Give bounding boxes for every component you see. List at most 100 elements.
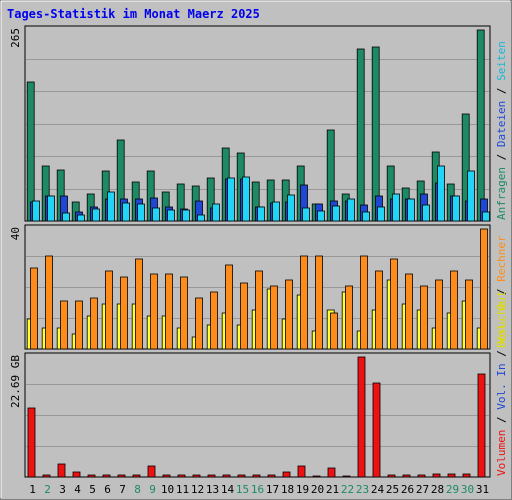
day-label-27: 27 [416, 483, 429, 496]
legend-entry: Vol. Out [495, 291, 508, 344]
bar-seiten-day-16 [257, 206, 265, 222]
day-label-7: 7 [119, 483, 126, 496]
bar-rechner-day-2 [45, 255, 53, 350]
legend-entry: / [495, 147, 508, 167]
scale-label-bottom: 22.69 GB [9, 355, 22, 408]
day-axis-labels: 1 2 3 4 5 6 7 8 9 10 11 12 13 14 15 16 17 18 19 20 21 22 23 24 2… [29, 483, 489, 496]
day-label-22: 22 [341, 483, 354, 496]
bar-volumen-day-28 [432, 473, 441, 478]
legend-entry: Dateien [495, 101, 508, 147]
bar-rechner-day-9 [150, 273, 158, 350]
bar-rechner-day-31 [480, 228, 488, 350]
legend-entry: / [495, 344, 508, 364]
bar-volumen-day-22 [342, 475, 351, 478]
bar-rechner-day-1 [30, 267, 38, 350]
day-label-8: 8 [134, 483, 141, 496]
bar-volumen-day-4 [72, 471, 81, 478]
bar-seiten-day-13 [212, 203, 220, 222]
bar-volumen-day-18 [282, 471, 291, 478]
legend-entry: Vol. In [495, 363, 508, 409]
panel-besuche-rechner [24, 224, 491, 350]
day-label-15: 15 [236, 483, 249, 496]
scale-label-middle: 40 [9, 227, 22, 240]
bar-volumen-day-8 [132, 474, 141, 478]
bar-seiten-day-26 [407, 198, 415, 222]
bar-seiten-day-27 [422, 204, 430, 222]
bar-seiten-day-6 [107, 191, 115, 222]
bar-volumen-day-17 [267, 474, 276, 478]
bar-seiten-day-15 [242, 176, 250, 222]
bar-volumen-day-7 [117, 474, 126, 478]
bar-volumen-day-13 [207, 474, 216, 478]
bar-volumen-day-9 [147, 465, 156, 478]
bar-volumen-day-24 [372, 382, 381, 478]
bar-rechner-day-8 [135, 258, 143, 350]
legend-top: Anfragen / Dateien / Seiten [495, 41, 508, 220]
bar-volumen-day-25 [387, 474, 396, 478]
bar-anfragen-day-24 [371, 46, 380, 222]
bar-volumen-day-21 [327, 467, 336, 478]
bar-seiten-day-17 [272, 201, 280, 222]
bar-rechner-day-30 [465, 279, 473, 350]
legend-entry: Seiten [495, 41, 508, 81]
bar-volumen-day-1 [27, 407, 36, 478]
bar-rechner-day-22 [345, 285, 353, 350]
day-label-14: 14 [221, 483, 235, 496]
bar-rechner-day-29 [450, 270, 458, 350]
bar-seiten-day-5 [92, 208, 100, 222]
bar-volumen-day-31 [477, 373, 486, 478]
day-label-18: 18 [281, 483, 294, 496]
bar-volumen-day-3 [57, 463, 66, 478]
bar-rechner-day-21 [330, 312, 338, 350]
legend-entry: / [495, 282, 508, 302]
bar-volumen-day-15 [237, 474, 246, 478]
day-label-26: 26 [401, 483, 414, 496]
bar-volumen-day-10 [162, 474, 171, 478]
day-label-19: 19 [296, 483, 309, 496]
bar-seiten-day-30 [467, 170, 475, 222]
bar-rechner-day-15 [240, 282, 248, 350]
bar-volumen-day-14 [222, 474, 231, 478]
bar-seiten-day-28 [437, 165, 445, 222]
bar-seiten-day-1 [32, 200, 40, 222]
day-label-29: 29 [446, 483, 459, 496]
bar-seiten-day-29 [452, 195, 460, 222]
bar-anfragen-day-31 [476, 29, 485, 222]
day-label-30: 30 [461, 483, 474, 496]
bar-seiten-day-2 [47, 195, 55, 222]
bar-rechner-day-6 [105, 270, 113, 350]
day-label-10: 10 [161, 483, 174, 496]
bar-seiten-day-22 [347, 198, 355, 222]
bar-seiten-day-4 [77, 214, 85, 222]
bar-anfragen-day-1 [26, 81, 35, 222]
panel-anfragen-dateien-seiten [24, 25, 491, 222]
day-label-11: 11 [176, 483, 189, 496]
bar-rechner-day-25 [390, 258, 398, 350]
bar-volumen-day-6 [102, 474, 111, 478]
bar-volumen-day-12 [192, 474, 201, 478]
bar-rechner-day-3 [60, 300, 68, 350]
bar-seiten-day-3 [62, 212, 70, 222]
day-label-28: 28 [431, 483, 444, 496]
bar-seiten-day-7 [122, 202, 130, 222]
bar-seiten-day-8 [137, 203, 145, 222]
bar-rechner-day-13 [210, 291, 218, 350]
bar-volumen-day-30 [462, 473, 471, 478]
legend-entry: Anfragen [495, 167, 508, 220]
day-label-21: 21 [326, 483, 339, 496]
bar-rechner-day-24 [375, 270, 383, 350]
bar-rechner-day-5 [90, 297, 98, 350]
bar-rechner-day-7 [120, 276, 128, 350]
bar-volumen-day-5 [87, 474, 96, 478]
bar-seiten-day-9 [152, 207, 160, 222]
bar-rechner-day-18 [285, 279, 293, 350]
bar-seiten-day-14 [227, 177, 235, 222]
bar-volumen-day-27 [417, 474, 426, 478]
bar-rechner-day-12 [195, 297, 203, 350]
bar-volumen-day-2 [42, 474, 51, 478]
bar-volumen-day-23 [357, 356, 366, 478]
bar-seiten-day-10 [167, 209, 175, 222]
legend-entry: / [495, 410, 508, 430]
bar-seiten-day-25 [392, 193, 400, 222]
